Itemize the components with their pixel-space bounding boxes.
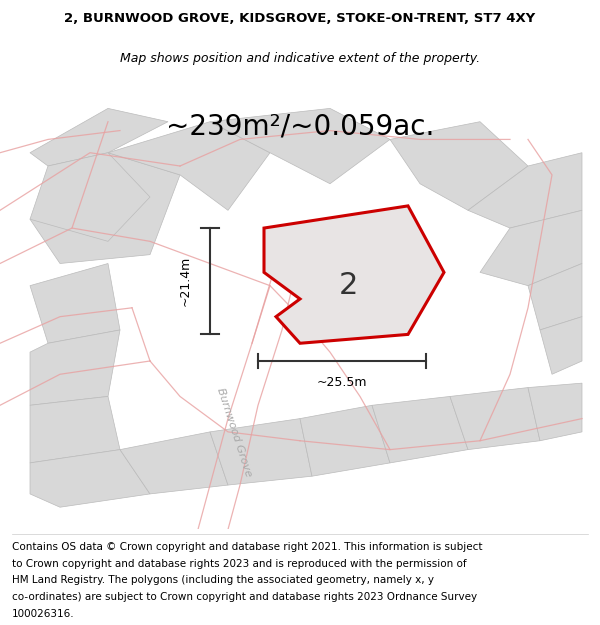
Polygon shape [468,152,582,228]
Text: 100026316.: 100026316. [12,609,74,619]
Polygon shape [540,317,582,374]
Polygon shape [390,122,528,211]
Polygon shape [30,396,120,463]
Text: Contains OS data © Crown copyright and database right 2021. This information is : Contains OS data © Crown copyright and d… [12,542,482,552]
Polygon shape [30,108,168,166]
Polygon shape [300,405,390,476]
Text: ~239m²/~0.059ac.: ~239m²/~0.059ac. [166,112,434,140]
Polygon shape [210,419,312,485]
Text: Map shows position and indicative extent of the property.: Map shows position and indicative extent… [120,52,480,65]
Polygon shape [480,211,582,286]
Polygon shape [264,206,444,343]
Polygon shape [30,449,150,508]
Polygon shape [120,432,228,494]
Text: co-ordinates) are subject to Crown copyright and database rights 2023 Ordnance S: co-ordinates) are subject to Crown copyr… [12,592,477,602]
Polygon shape [528,264,582,330]
Polygon shape [372,396,468,463]
Polygon shape [30,330,120,405]
Polygon shape [30,264,120,343]
Text: 2: 2 [338,271,358,300]
Text: 2, BURNWOOD GROVE, KIDSGROVE, STOKE-ON-TRENT, ST7 4XY: 2, BURNWOOD GROVE, KIDSGROVE, STOKE-ON-T… [64,12,536,26]
Text: to Crown copyright and database rights 2023 and is reproduced with the permissio: to Crown copyright and database rights 2… [12,559,467,569]
Text: ~21.4m: ~21.4m [179,256,192,306]
Polygon shape [108,122,270,211]
Polygon shape [450,388,540,449]
Polygon shape [30,152,150,241]
Text: ~25.5m: ~25.5m [317,376,367,389]
Polygon shape [30,152,180,264]
Text: HM Land Registry. The polygons (including the associated geometry, namely x, y: HM Land Registry. The polygons (includin… [12,575,434,585]
Polygon shape [528,383,582,441]
Text: Burnwood Grove: Burnwood Grove [215,386,253,478]
Polygon shape [210,108,390,184]
